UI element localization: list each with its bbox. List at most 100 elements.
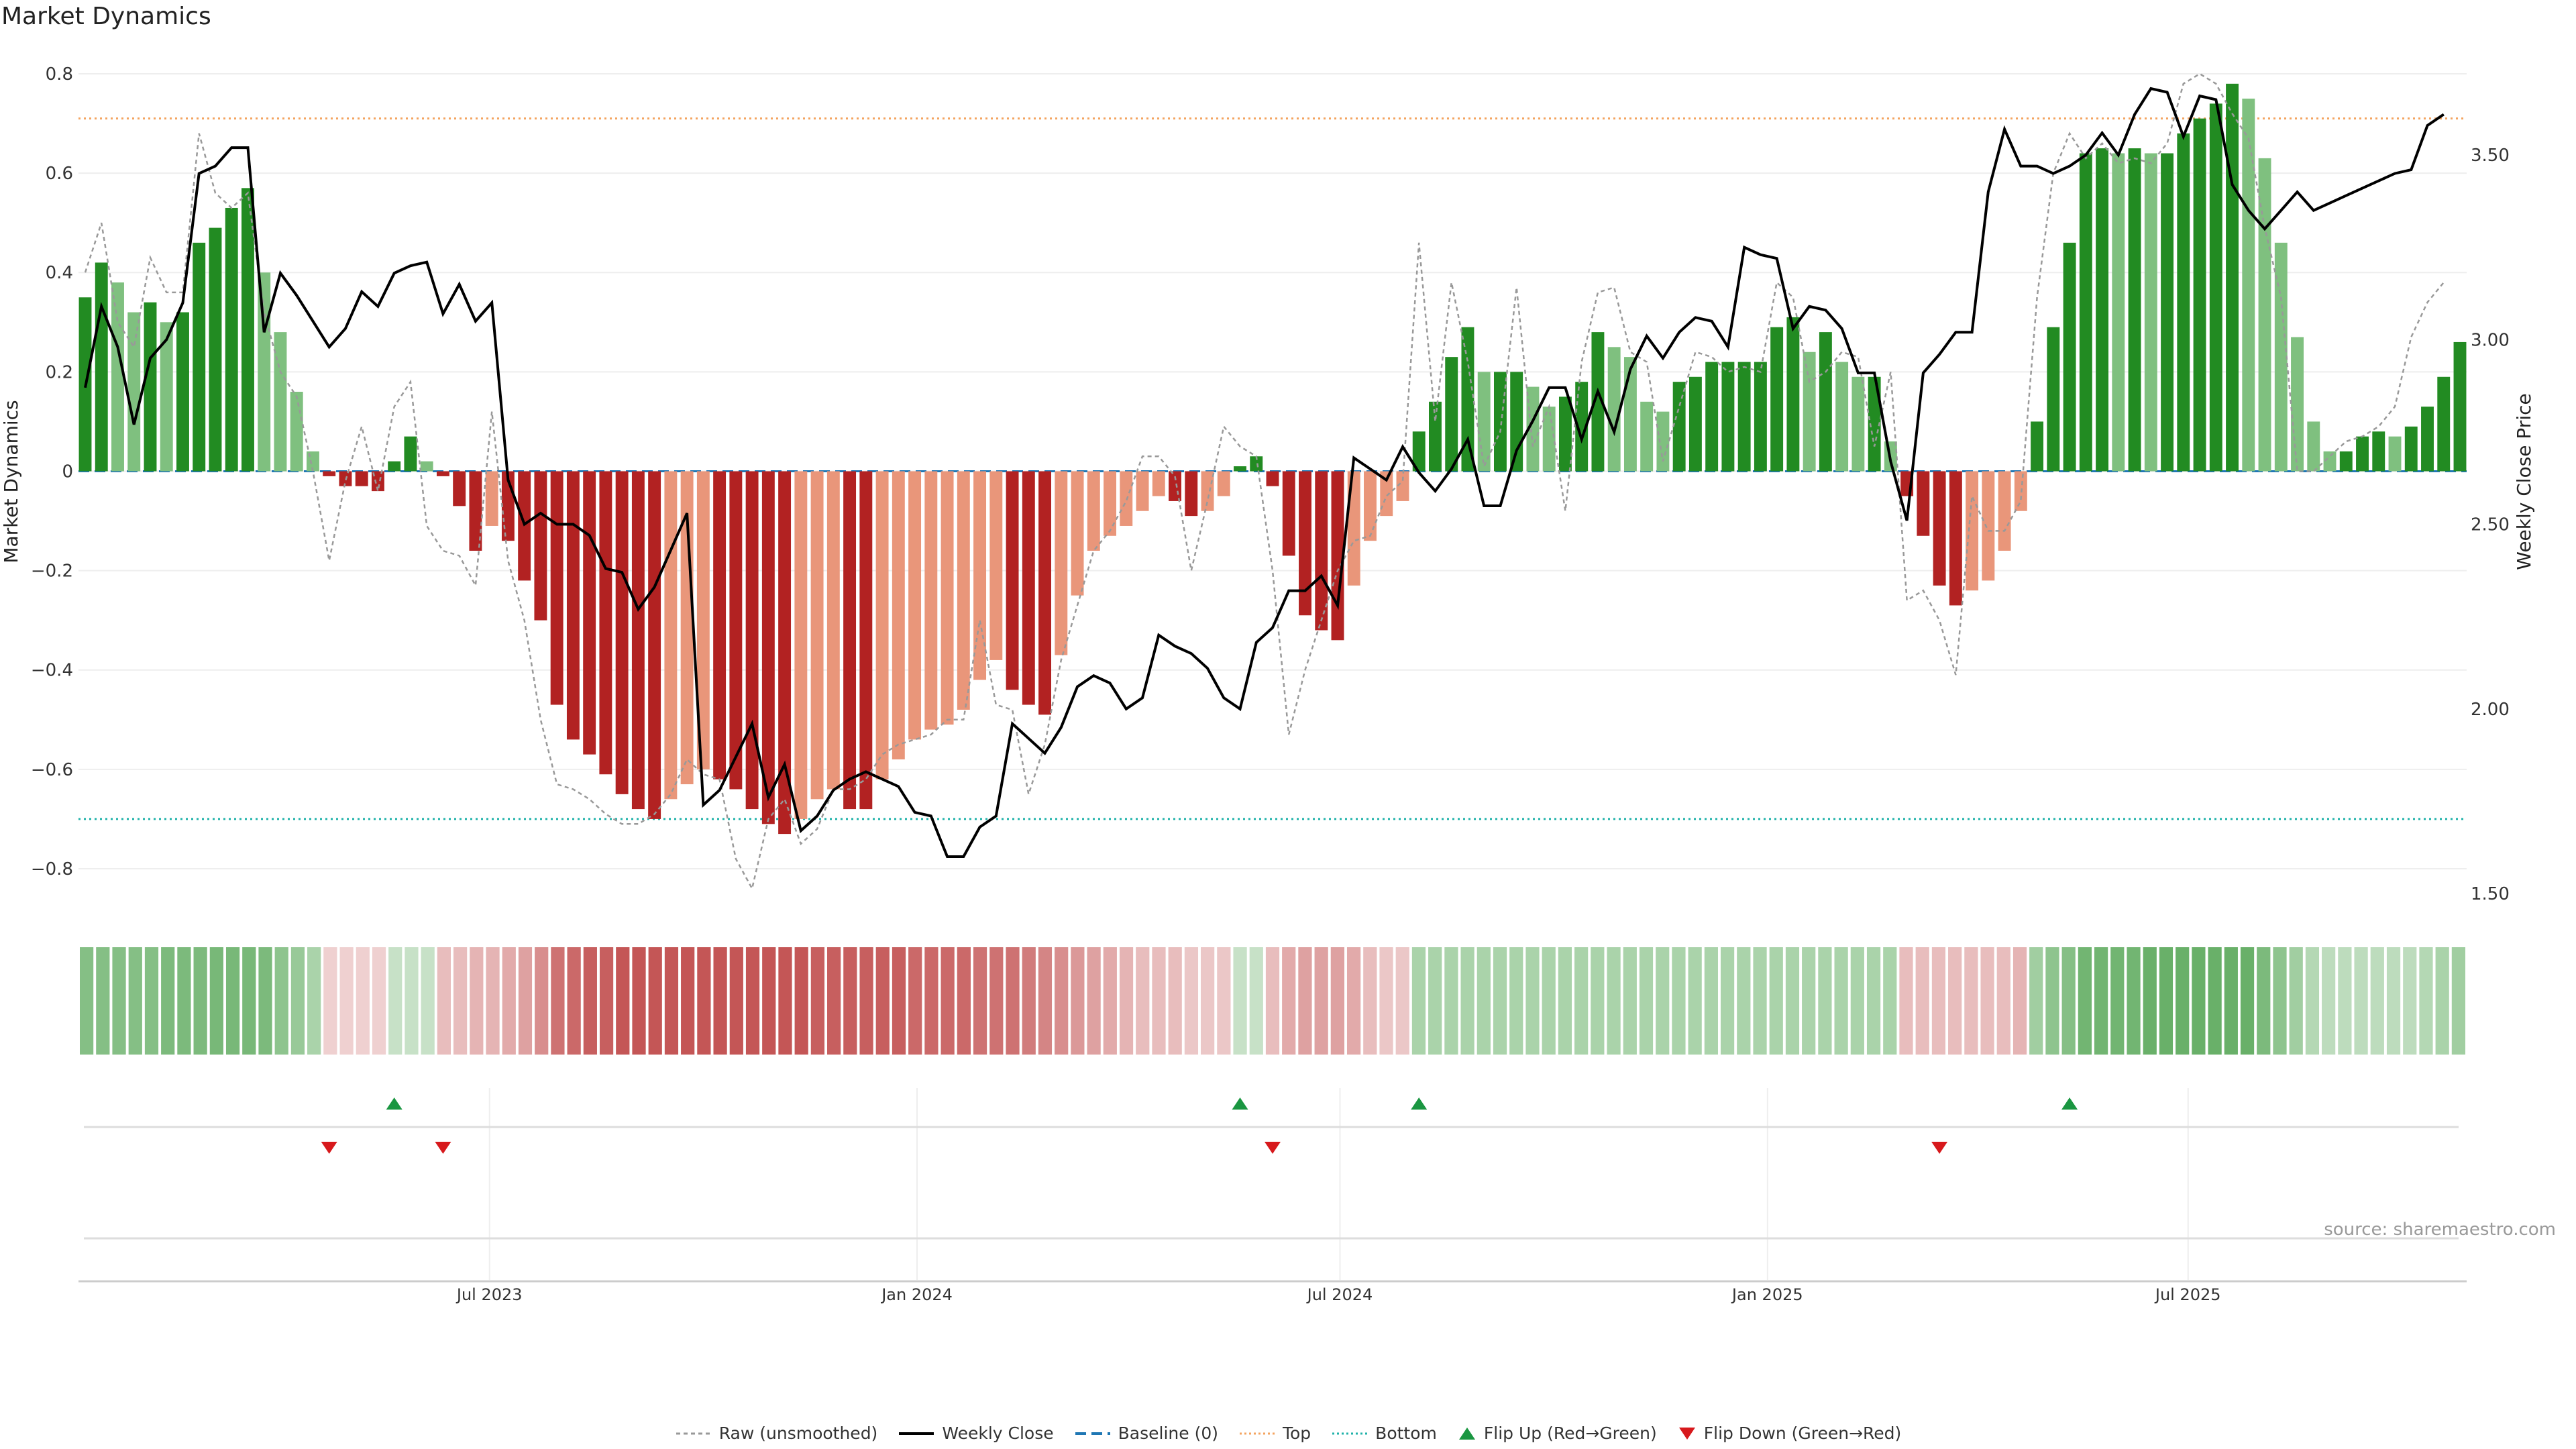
dynamics-bar [1071,471,1084,596]
intensity-cell [80,947,94,1055]
intensity-cell [745,947,760,1055]
dynamics-bar [2031,421,2044,472]
intensity-cell [1948,947,1962,1055]
dynamics-bar [2063,242,2076,472]
y-tick-label: 0 [62,462,73,482]
dynamics-bar [1429,401,1442,472]
intensity-cell [1444,947,1458,1055]
dynamics-bar [550,471,564,705]
x-tick-label: Jan 2025 [1731,1285,1803,1304]
dynamics-bar [2047,327,2060,472]
flip-down-marker [435,1142,451,1154]
dynamics-bar [388,461,401,472]
dynamics-bar [469,471,482,551]
dynamics-bar [1493,372,1507,472]
intensity-cell [1915,947,1929,1055]
legend-raw-swatch [676,1432,711,1434]
dynamics-bar [2209,103,2222,472]
close-line [84,87,2445,858]
dynamics-bar [2339,451,2353,472]
intensity-cell [2143,947,2157,1055]
intensity-cell [518,947,533,1055]
dynamics-bar [2291,337,2304,472]
dynamics-bar [1656,411,1670,472]
y-tick-label: 0.4 [46,263,73,283]
intensity-cell [1737,947,1751,1055]
intensity-cell [1071,947,1085,1055]
intensity-cell [1591,947,1605,1055]
dynamics-bar [290,391,303,472]
dynamics-bar [1038,471,1052,715]
intensity-cell [1022,947,1036,1055]
intensity-cell [1265,947,1280,1055]
dynamics-bar [2177,133,2190,472]
x-tick-label: Jan 2024 [880,1285,953,1304]
dynamics-bar [2226,83,2239,472]
intensity-cell [810,947,825,1055]
dynamics-bar [534,471,547,621]
dynamics-bar [1542,407,1556,472]
intensity-cell [144,947,159,1055]
flip-down-marker [1931,1142,1948,1154]
intensity-cell [1184,947,1199,1055]
intensity-cell [453,947,468,1055]
intensity-cell [112,947,126,1055]
intensity-cell [1282,947,1296,1055]
dynamics-bar [258,272,271,472]
dynamics-bar [1558,396,1572,472]
intensity-cell [1233,947,1247,1055]
intensity-cell [794,947,808,1055]
legend-top-label: Top [1282,1424,1311,1443]
intensity-cell [957,947,971,1055]
intensity-cell [1574,947,1589,1055]
dynamics-bar [826,471,840,790]
dynamics-bar [1591,332,1605,472]
intensity-cell [2451,947,2465,1055]
dynamics-bar [1803,352,1816,472]
intensity-cell [1363,947,1377,1055]
dynamics-bar [2356,436,2369,472]
y-axis-label: Market Dynamics [0,400,22,563]
intensity-cell [2029,947,2043,1055]
dynamics-bar [599,471,612,775]
y2-axis-label: Weekly Close Price [2513,393,2535,570]
intensity-cell [1152,947,1166,1055]
flip-up-marker [1232,1097,1248,1110]
intensity-cell [388,947,402,1055]
dynamics-bar [2242,99,2255,472]
dynamics-bar [1136,471,1149,511]
intensity-cell [1704,947,1718,1055]
intensity-cell [2061,947,2076,1055]
intensity-cell [664,947,679,1055]
intensity-cell [1201,947,1215,1055]
intensity-cell [502,947,516,1055]
y-tick-label: 0.2 [46,362,73,382]
dynamics-bar [2372,431,2385,472]
intensity-cell [96,947,110,1055]
intensity-cell [1395,947,1409,1055]
intensity-cell [2012,947,2027,1055]
dynamics-bar [2258,158,2271,472]
intensity-cell [1168,947,1182,1055]
dynamics-bar [371,471,384,492]
dynamics-bar [1380,471,1393,517]
dynamics-bar [1266,471,1279,486]
intensity-cell [1346,947,1361,1055]
intensity-cell [1103,947,1117,1055]
x-tick-label: Jul 2023 [455,1285,523,1304]
dynamics-bar [1006,471,1019,690]
intensity-cell [1623,947,1637,1055]
intensity-cell [193,947,207,1055]
y-tick-label: 0.6 [46,164,73,184]
dynamics-bar [2128,148,2141,472]
intensity-cell [941,947,955,1055]
intensity-cell [339,947,354,1055]
y2-tick-label: 2.00 [2471,700,2510,720]
intensity-cell [583,947,597,1055]
legend-raw: Raw (unsmoothed) [675,1424,877,1443]
intensity-cell [323,947,337,1055]
intensity-cell [551,947,565,1055]
dynamics-bar [95,262,108,472]
source-note: source: sharemaestro.com [2324,1220,2556,1240]
intensity-cell [1980,947,1994,1055]
